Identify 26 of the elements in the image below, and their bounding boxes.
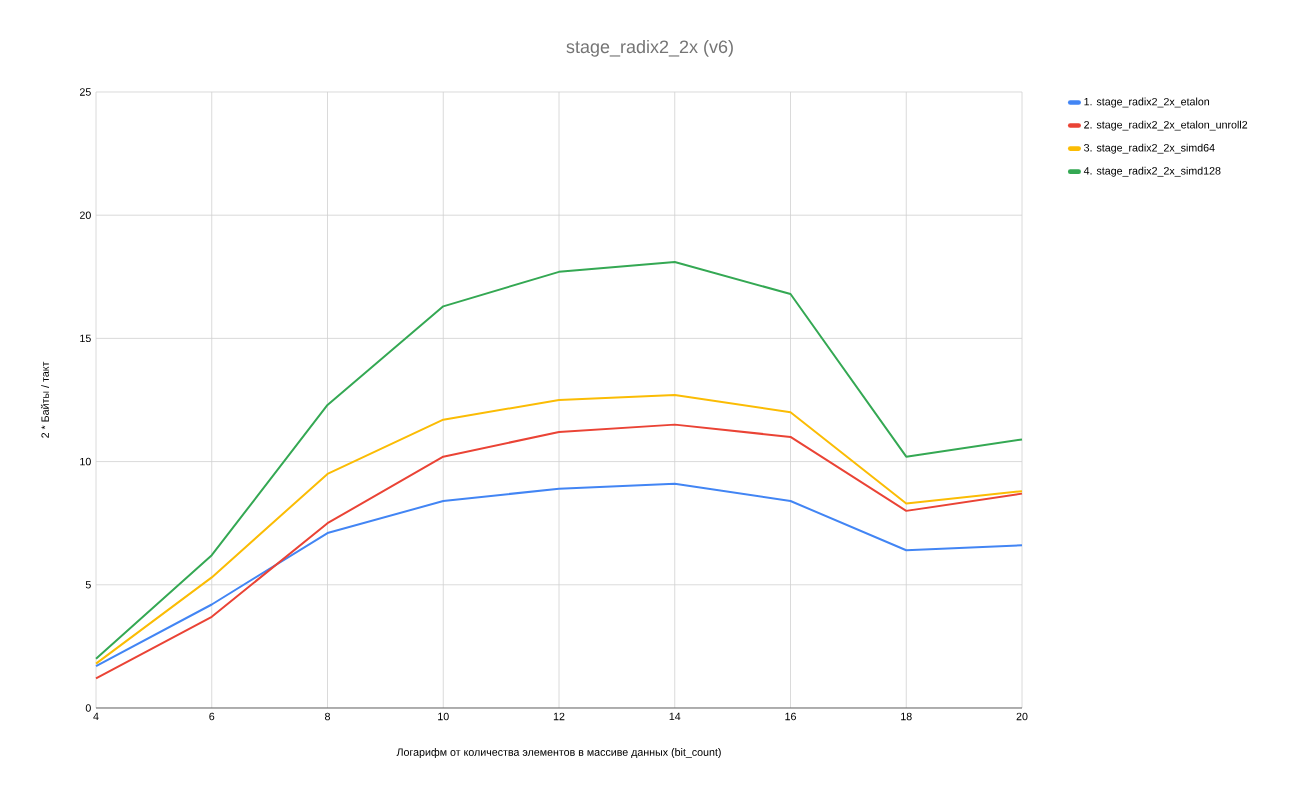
y-tick-label: 15 [80,334,91,343]
legend-label: 4. stage_radix2_2x_simd128 [1083,166,1221,177]
x-tick-label: 8 [325,712,330,721]
chart-title: stage_radix2_2x (v6) [566,39,733,57]
x-axis-title: Логарифм от количества элементов в массиве данных (bit_count) [396,748,721,759]
y-tick-label: 25 [79,88,91,96]
x-tick-label: 18 [901,712,912,721]
legend-label: 1. stage_radix2_2x_etalon [1084,97,1210,108]
line-series [95,423,1023,680]
x-tick-label: 16 [785,712,796,721]
y-tick-label: 10 [80,457,91,466]
y-tick-label: 0 [85,704,91,712]
x-tick-label: 14 [669,712,681,721]
x-tick-label: 20 [1016,712,1028,721]
x-tick-label: 4 [93,712,99,721]
x-tick-label: 10 [438,712,449,721]
line-series [95,394,1023,665]
y-tick-label: 20 [79,211,91,219]
line-series [95,482,1023,668]
legend-label: 3. stage_radix2_2x_simd64 [1084,143,1215,154]
x-tick-label: 12 [553,712,565,721]
y-tick-label: 5 [85,581,91,589]
line-series [95,261,1023,660]
y-axis-title: 2 * Байты / такт [40,361,49,438]
x-tick-label: 6 [209,712,215,721]
legend-label: 2. stage_radix2_2x_etalon_unroll2 [1084,120,1248,131]
